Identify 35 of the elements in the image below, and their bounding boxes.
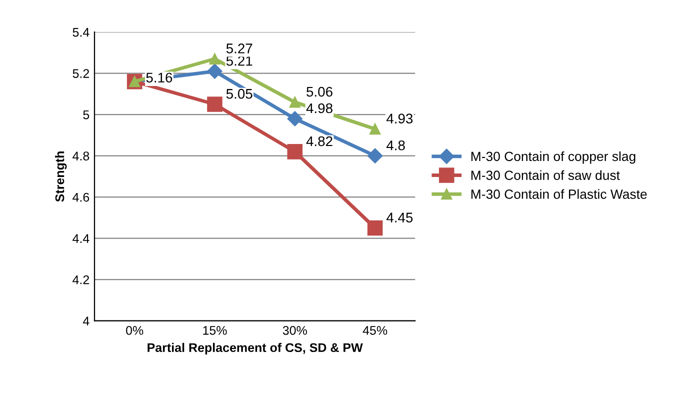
y-tick-label: 4.2	[72, 275, 90, 284]
point	[207, 64, 222, 79]
y-tick-label: 4	[82, 316, 90, 326]
y-tick-label: 4.4	[72, 234, 90, 243]
x-tick-label: 45%	[362, 326, 388, 335]
data-label: 4.82	[306, 136, 332, 146]
x-tick-label: 30%	[282, 326, 307, 335]
data-label: 4.45	[386, 212, 413, 222]
y-tick-label: 5	[83, 110, 90, 120]
x-tick-label: 0%	[126, 326, 144, 335]
point	[207, 96, 222, 112]
data-label: 5.06	[306, 86, 332, 97]
point	[209, 53, 220, 64]
legend-label: M-30 Contain of saw dust	[471, 170, 620, 180]
y-tick-label: 4.6	[72, 192, 90, 202]
data-label: 5.27	[226, 44, 252, 54]
legend-label: M-30 Contain of copper slag	[471, 151, 636, 164]
point	[287, 144, 303, 160]
point	[369, 123, 381, 135]
x-axis-title: Partial Replacement of CS, SD & PW	[148, 342, 363, 355]
point	[367, 148, 383, 164]
data-label: 4.93	[386, 114, 413, 124]
data-label: 5.05	[226, 88, 252, 99]
point	[367, 220, 383, 236]
y-tick-label: 5.4	[72, 28, 90, 37]
legend-label: M-30 Contain of Plastic Waste	[471, 189, 647, 199]
y-axis-title: Strength	[55, 152, 67, 202]
data-label: 4.8	[386, 140, 405, 150]
data-label: 4.98	[306, 103, 332, 114]
x-tick-label: 15%	[203, 326, 227, 335]
data-label: 5.16	[146, 72, 172, 83]
point	[289, 96, 300, 108]
point	[287, 111, 302, 126]
y-tick-label: 4.8	[72, 152, 90, 160]
y-tick-label: 5.2	[72, 69, 90, 78]
